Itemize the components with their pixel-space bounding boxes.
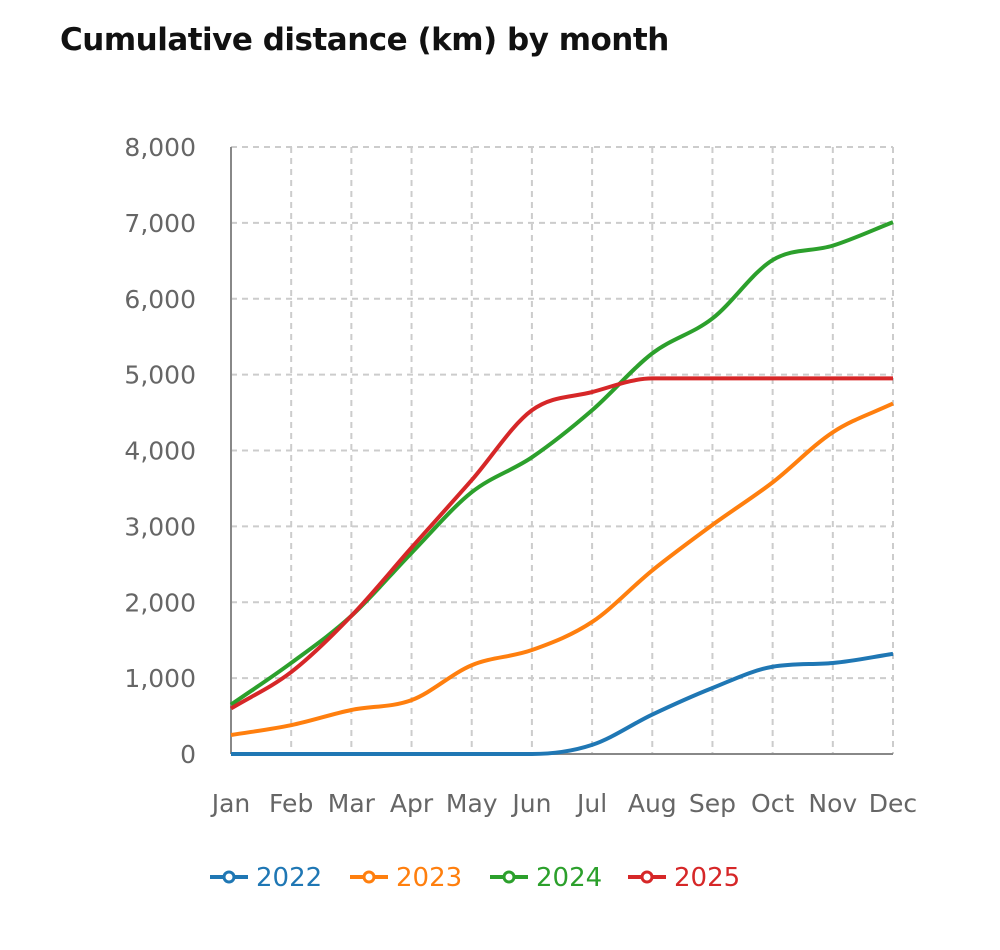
legend-marker-icon: [502, 870, 516, 884]
y-tick-label: 2,000: [124, 588, 196, 617]
legend-label-2024: 2024: [536, 863, 602, 893]
y-tick-label: 1,000: [124, 664, 196, 693]
y-tick-label: 4,000: [124, 437, 196, 466]
y-tick-label: 7,000: [124, 209, 196, 238]
x-tick-label: Aug: [628, 789, 677, 818]
x-tick-label: Jul: [575, 789, 607, 818]
x-tick-label: May: [446, 789, 498, 818]
x-tick-label: Apr: [390, 789, 434, 818]
legend-label-2025: 2025: [674, 863, 740, 893]
x-tick-label: Feb: [269, 789, 313, 818]
series-line-2023: [230, 401, 894, 738]
legend-marker-icon: [222, 870, 236, 884]
x-tick-label: Sep: [689, 789, 736, 818]
legend-marker-icon: [362, 870, 376, 884]
legend-marker-icon: [640, 870, 654, 884]
legend-label-2022: 2022: [256, 863, 322, 893]
x-tick-label: Nov: [808, 789, 857, 818]
x-tick-label: Dec: [869, 789, 917, 818]
x-tick-label: Jan: [210, 789, 251, 818]
x-tick-label: Oct: [751, 789, 794, 818]
chart-title: Cumulative distance (km) by month: [60, 22, 669, 58]
y-tick-label: 6,000: [124, 285, 196, 314]
x-tick-label: Mar: [328, 789, 376, 818]
y-tick-label: 3,000: [124, 512, 196, 541]
series-line-2025: [229, 376, 893, 711]
legend-label-2023: 2023: [396, 863, 462, 893]
x-tick-label: Jun: [510, 789, 551, 818]
y-tick-label: 0: [180, 740, 196, 769]
y-tick-label: 5,000: [124, 361, 196, 390]
series-line-2022: [231, 651, 894, 756]
y-tick-label: 8,000: [124, 133, 196, 162]
